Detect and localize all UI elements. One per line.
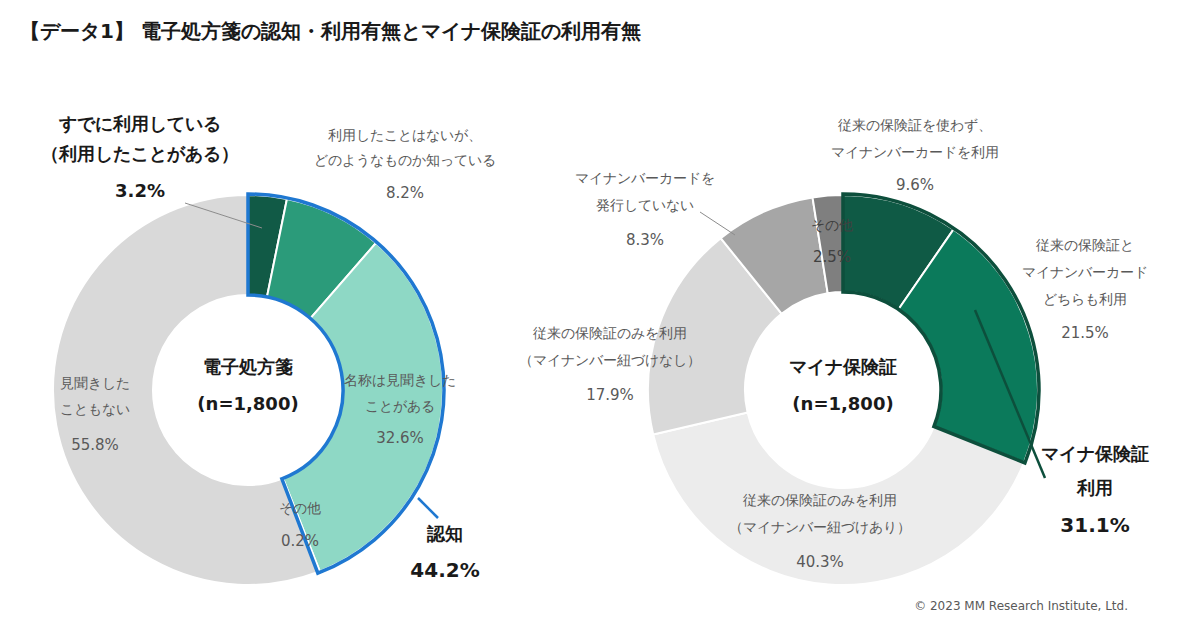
slice-label-line: マイナンバーカードを [575, 170, 715, 186]
slice-value-line: 21.5% [1061, 324, 1109, 342]
slice-value: 8.3% [626, 231, 664, 249]
slice-value: 9.6% [896, 176, 934, 194]
slice-label-line: すでに利用している [58, 113, 221, 134]
slice-label-line: （マイナンバー紐づけあり） [729, 519, 911, 535]
slice-value-line: 0.2% [281, 532, 319, 550]
slice-value: 32.6% [376, 429, 424, 447]
center-title-line: マイナ保険証 [789, 356, 897, 377]
annotation-value: 44.2% [410, 558, 479, 582]
slice-value: 55.8% [71, 436, 119, 454]
slice-value-line: 17.9% [586, 386, 634, 404]
donut-slice [721, 197, 828, 313]
annotation-leader [975, 310, 1045, 478]
slice-value-line: 3.2% [115, 180, 165, 201]
slice-label: すでに利用している （利用したことがある） [41, 113, 239, 164]
slice-value: 8.2% [386, 184, 424, 202]
slice-value: 3.2% [115, 180, 165, 201]
center-subtitle: (n=1,800) [197, 393, 298, 414]
slice-label-line: 従来の保険証のみを利用 [533, 325, 687, 341]
donut-slice [813, 195, 843, 293]
slice-label: その他 [811, 217, 853, 233]
label-leader [700, 212, 735, 235]
annotation-label-line: 利用 [1076, 477, 1113, 498]
slice-value: 17.9% [586, 386, 634, 404]
slice-label-line: 見聞きした [60, 375, 130, 391]
annotation-label-line: 認知 [426, 523, 463, 544]
slice-label-line: その他 [811, 217, 853, 233]
slice-value: 0.2% [281, 532, 319, 550]
slice-label-line: ことがある [365, 398, 435, 414]
donut-chart: 認知 44.2% すでに利用している （利用したことがある） 3.2% 利用したことはない… [41, 113, 496, 585]
slice-label: その他 [279, 500, 321, 516]
annotation-value: 31.1% [1060, 513, 1129, 537]
slice-value-line: 8.2% [386, 184, 424, 202]
slice-label: 見聞きしたこともない [60, 375, 130, 417]
slice-label-line: （利用したことがある） [41, 143, 239, 164]
slice-value-line: 40.3% [796, 553, 844, 571]
center-title: 電子処方箋 [203, 356, 293, 377]
slice-label-line: 従来の保険証のみを利用 [743, 492, 897, 508]
slice-label-line: 名称は見聞きした [344, 372, 456, 388]
chart-root: 【データ1】 電子処方箋の認知・利用有無とマイナ保険証の利用有無 © 2023 M… [0, 0, 1200, 640]
center-subtitle-line: (n=1,800) [197, 393, 298, 414]
slice-label: 利用したことはないが、どのようなものか知っている [314, 127, 496, 168]
center-title-line: 電子処方箋 [203, 356, 293, 377]
slice-label: 従来の保険証を使わず、マイナンバーカードを利用 [831, 117, 999, 160]
page-title: 【データ1】 電子処方箋の認知・利用有無とマイナ保険証の利用有無 [20, 19, 641, 43]
slice-label: 従来の保険証のみを利用 （マイナンバー紐づけなし） [519, 325, 701, 368]
slice-value: 21.5% [1061, 324, 1109, 342]
annotation-leader [418, 498, 438, 518]
slice-value-line: 55.8% [71, 436, 119, 454]
center-title: マイナ保険証 [789, 356, 897, 377]
slice-value-line: 2.5% [813, 248, 851, 266]
slice-label-line: マイナンバーカード [1022, 264, 1148, 280]
slice-label-line: マイナンバーカードを利用 [831, 144, 999, 160]
slice-label-line: （マイナンバー紐づけなし） [519, 352, 701, 368]
donut-slice [899, 229, 1038, 462]
annotation-label: マイナ保険証利用 [1041, 443, 1149, 498]
slice-label-line: どのようなものか知っている [314, 152, 496, 168]
annotation-value-line: 44.2% [410, 558, 479, 582]
donut-slice [53, 195, 318, 585]
donut-chart: マイナ保険証利用31.1%従来の保険証を使わず、マイナンバーカードを利用9.6%… [519, 117, 1149, 585]
slice-value-line: 32.6% [376, 429, 424, 447]
center-subtitle: (n=1,800) [792, 393, 893, 414]
slice-label: 従来の保険証とマイナンバーカードどちらも利用 [1022, 237, 1148, 307]
slice-value-line: 9.6% [896, 176, 934, 194]
slice-label-line: 利用したことはないが、 [328, 127, 482, 143]
slice-label-line: どちらも利用 [1043, 291, 1127, 307]
donut-slice [653, 412, 1024, 585]
annotation-value-line: 31.1% [1060, 513, 1129, 537]
slice-label-line: その他 [279, 500, 321, 516]
copyright: © 2023 MM Research Institute, Ltd. [914, 599, 1128, 613]
annotation-label-line: マイナ保険証 [1041, 443, 1149, 464]
slice-label: マイナンバーカードを発行していない [575, 170, 715, 213]
slice-label: 名称は見聞きしたことがある [344, 372, 456, 414]
center-subtitle-line: (n=1,800) [792, 393, 893, 414]
annotation-label: 認知 [426, 523, 463, 544]
slice-value-line: 8.3% [626, 231, 664, 249]
slice-label-line: 発行していない [596, 197, 694, 213]
slice-label-line: こともない [60, 401, 130, 417]
slice-value: 2.5% [813, 248, 851, 266]
group-outline [843, 194, 1039, 463]
label-leader [185, 203, 262, 228]
slice-value: 40.3% [796, 553, 844, 571]
slice-label-line: 従来の保険証を使わず、 [838, 117, 992, 133]
slice-label: 従来の保険証のみを利用 （マイナンバー紐づけあり） [729, 492, 911, 535]
slice-label-line: 従来の保険証と [1036, 237, 1134, 253]
